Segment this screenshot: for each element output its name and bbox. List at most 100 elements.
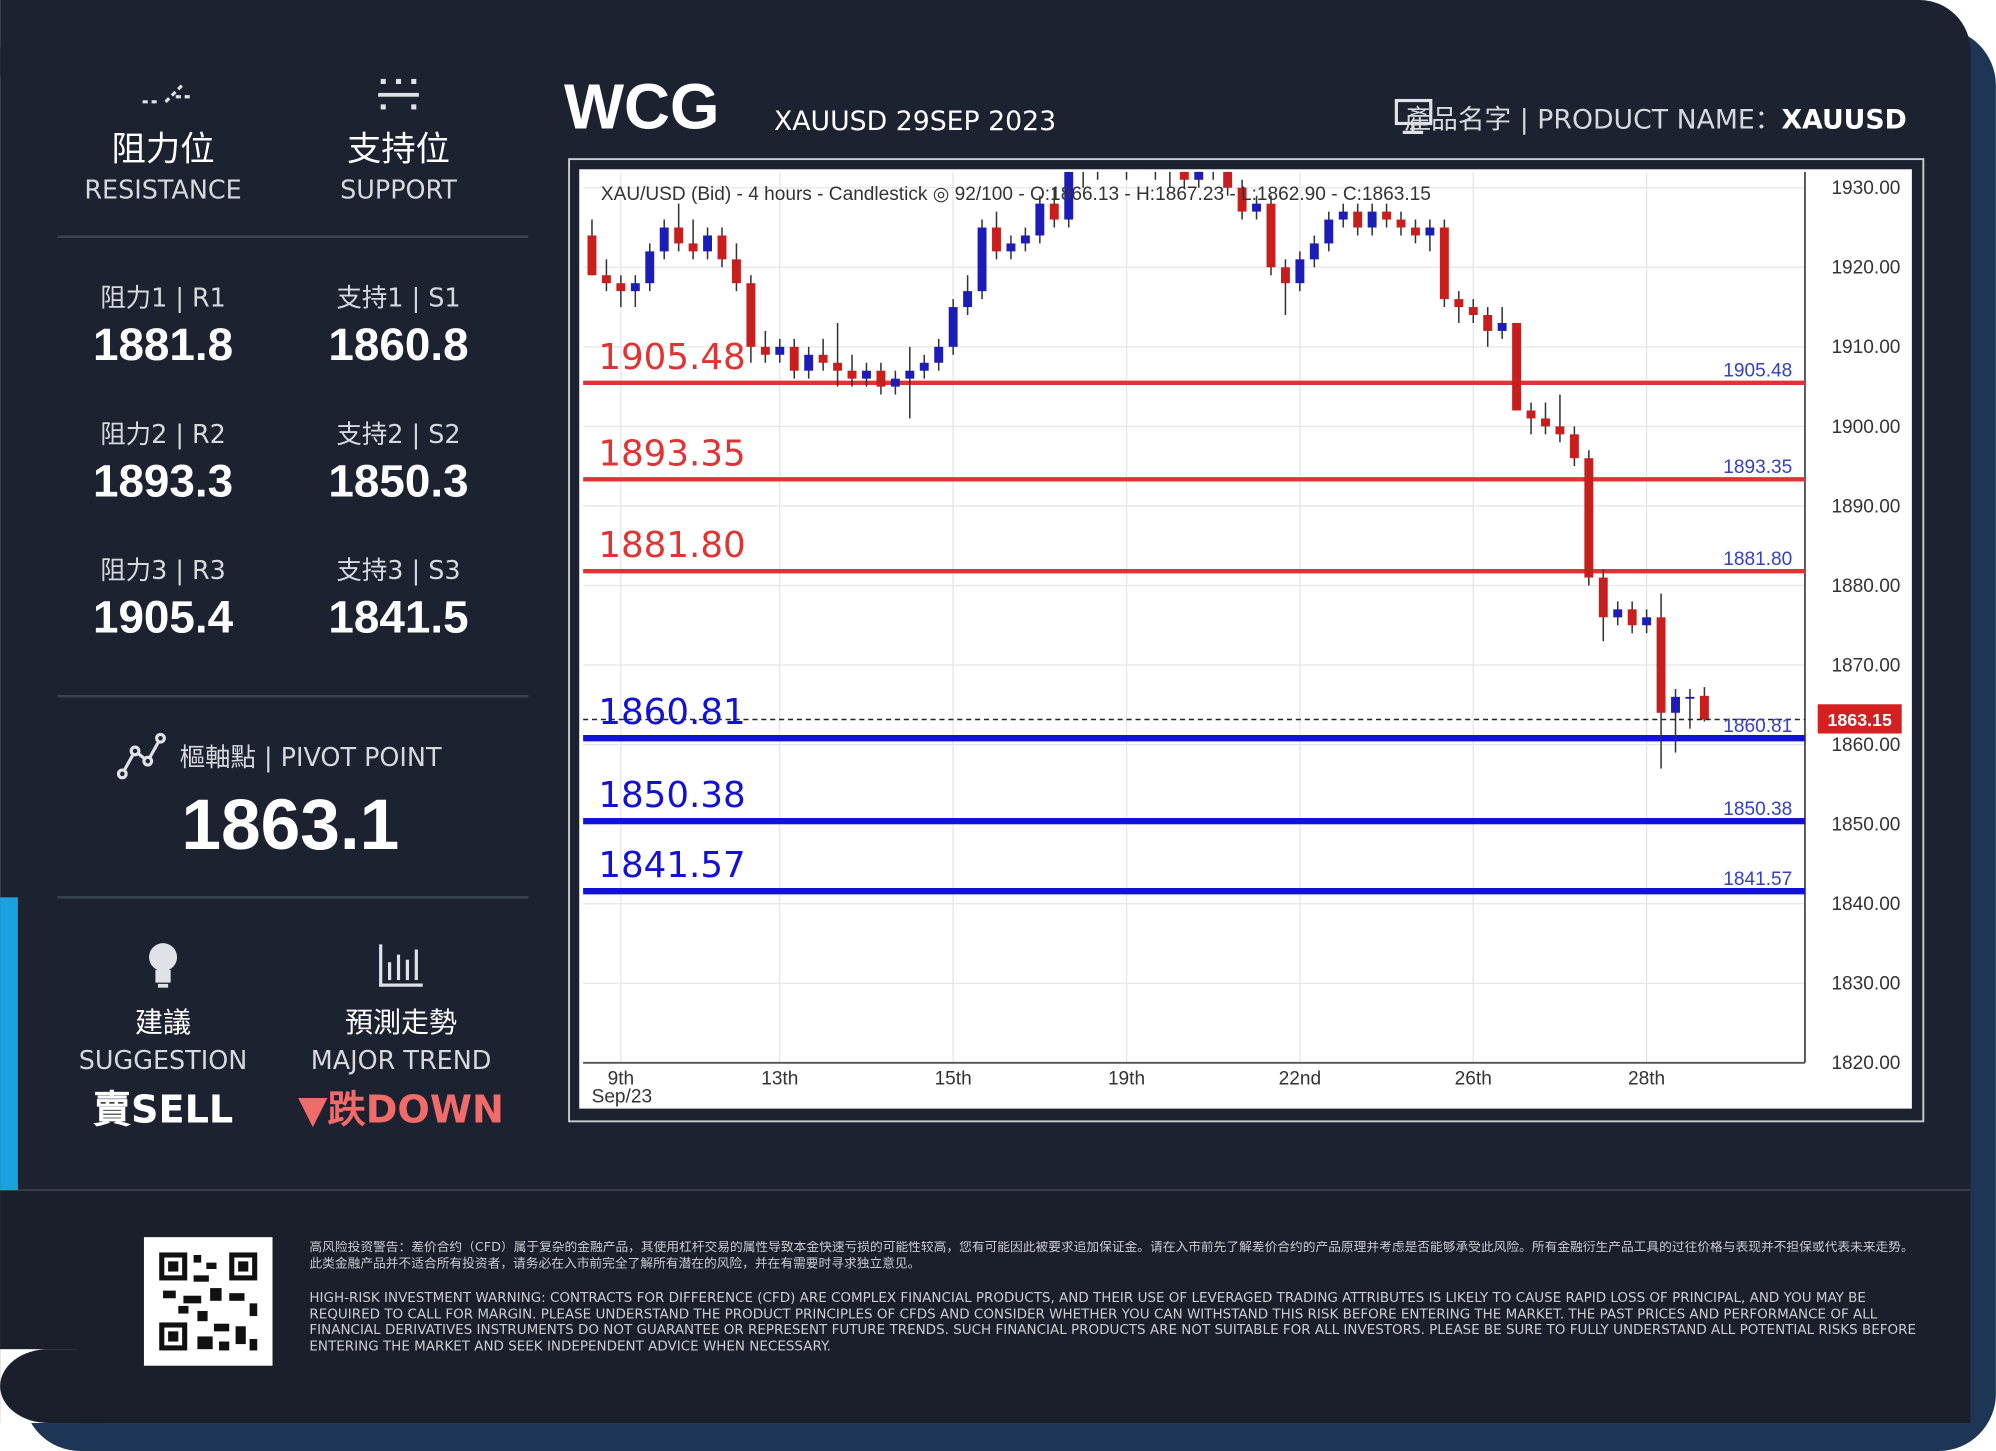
candle-body <box>1165 171 1175 172</box>
candle-body <box>1252 203 1261 212</box>
candle-body <box>1497 322 1507 331</box>
candle-body <box>1425 227 1435 236</box>
y-tick-label: 1930.00 <box>1831 178 1900 199</box>
candle-body <box>1699 695 1709 720</box>
x-tick-label: 13th <box>761 1068 798 1089</box>
pivot-value: 1863.1 <box>181 785 399 865</box>
candle-body <box>1020 235 1030 244</box>
accent-strip <box>0 897 18 1191</box>
candle-body <box>1396 219 1406 228</box>
product-label: 產品名字 | PRODUCT NAME： <box>1404 105 1781 136</box>
support-label: 支持2 | S2 <box>336 420 460 450</box>
suggestion-en: SUGGESTION <box>79 1046 248 1076</box>
level-label: 1905.48 <box>598 337 745 378</box>
candle-body <box>1223 171 1233 188</box>
support-label: 支持1 | S1 <box>336 284 460 314</box>
monitor-icon <box>1394 98 1433 134</box>
level-label-small: 1893.35 <box>1723 457 1792 478</box>
bulb-icon <box>149 943 178 988</box>
support-icon <box>378 78 419 110</box>
level-label: 1850.38 <box>598 775 745 816</box>
y-tick-label: 1870.00 <box>1831 655 1900 676</box>
candle-body <box>1150 171 1160 172</box>
chart-bg <box>579 169 1912 1109</box>
level-label: 1841.57 <box>598 845 745 886</box>
support-value: 1860.8 <box>328 319 468 370</box>
candle-body <box>1584 458 1594 578</box>
pivot-icon <box>116 732 166 780</box>
logo: WCG <box>564 72 720 143</box>
y-tick-label: 1920.00 <box>1831 258 1900 279</box>
candle-body <box>1280 267 1290 284</box>
candle-body <box>659 227 669 252</box>
candle-body <box>1208 171 1218 172</box>
candle-body <box>1382 211 1392 220</box>
candle-body <box>1454 299 1464 308</box>
candle-body <box>703 235 713 252</box>
pivot-label: 樞軸點 | PIVOT POINT <box>180 743 442 773</box>
candle-body <box>1194 171 1204 180</box>
candle-body <box>674 227 684 244</box>
trend: ▼跌DOWN <box>298 1089 504 1133</box>
candle-body <box>934 346 944 363</box>
level-label: 1881.80 <box>598 525 745 566</box>
candle-body <box>1237 187 1247 212</box>
candle-body <box>746 283 756 347</box>
y-tick-label: 1900.00 <box>1831 417 1900 438</box>
trend-en: MAJOR TREND <box>311 1046 492 1076</box>
candle-body <box>1555 426 1565 435</box>
support-label: 支持3 | S3 <box>336 556 460 586</box>
candle-body <box>1309 243 1319 260</box>
candle-body <box>717 235 727 260</box>
resistance-value: 1881.8 <box>93 319 233 370</box>
support-en: SUPPORT <box>340 176 457 206</box>
candle-body <box>1078 171 1088 172</box>
chart-title: XAU/USD (Bid) - 4 hours - Candlestick ◎ … <box>601 184 1431 205</box>
candle-body <box>688 243 698 252</box>
panel-corner <box>0 0 77 77</box>
level-label: 1893.35 <box>598 433 745 474</box>
candle-body <box>587 235 597 276</box>
level-label-small: 1850.38 <box>1723 799 1792 820</box>
candle-body <box>804 354 814 371</box>
candle-body <box>948 307 958 347</box>
candle-body <box>1512 322 1522 411</box>
candle-body <box>1483 315 1493 331</box>
candle-body <box>1656 617 1666 713</box>
resistance-value: 1893.3 <box>93 455 233 506</box>
candle-body <box>760 346 770 355</box>
candle-body <box>1613 609 1623 618</box>
y-tick-label: 1910.00 <box>1831 337 1900 358</box>
plot <box>583 171 1805 895</box>
last-price-tag <box>1817 704 1902 734</box>
candle-body <box>1035 203 1045 236</box>
candle-body <box>890 378 900 387</box>
y-tick-label: 1890.00 <box>1831 496 1900 517</box>
candle-body <box>919 362 929 371</box>
candle-body <box>630 283 640 292</box>
resistance-zh: 阻力位 <box>111 129 214 169</box>
last-price-label: 1863.15 <box>1828 710 1892 730</box>
candle-body <box>818 354 828 363</box>
candle-body <box>1324 219 1334 244</box>
y-tick-label: 1880.00 <box>1831 576 1900 597</box>
disclaimer-zh: 高风险投资警告：差价合约（CFD）属于复杂的金融产品，其使用杠杆交易的属性导致本… <box>309 1240 1914 1271</box>
candle-body <box>1006 243 1016 252</box>
candle-body <box>1627 609 1637 626</box>
resistance-label: 阻力1 | R1 <box>100 284 226 314</box>
support-value: 1841.5 <box>328 592 468 643</box>
footer-bg <box>0 1190 1971 1423</box>
candle-body <box>731 259 741 284</box>
candle-body <box>1367 211 1377 228</box>
level-list: 阻力1 | R1 1881.8 支持1 | S1 1860.8 阻力2 | R2 1893… <box>93 284 469 643</box>
level-label-small: 1905.48 <box>1723 360 1792 381</box>
candle-body <box>1642 617 1652 626</box>
suggestion-zh: 建議 <box>135 1006 191 1039</box>
x-tick-label: 26th <box>1455 1068 1492 1089</box>
candle-body <box>1411 227 1420 236</box>
y-tick-label: 1830.00 <box>1831 974 1900 995</box>
product-line: 產品名字 | PRODUCT NAME：XAUUSD <box>1404 105 1906 136</box>
